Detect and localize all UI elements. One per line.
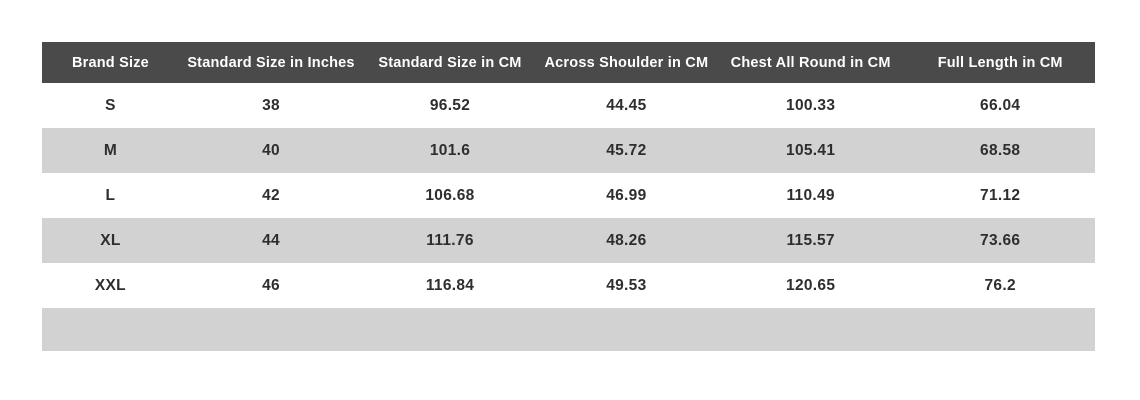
cell-chest-all-round-cm: 115.57 bbox=[786, 231, 835, 249]
header-row: Brand Size Standard Size in Inches Stand… bbox=[42, 42, 1095, 83]
cell-brand-size: XXL bbox=[94, 276, 126, 294]
cell-standard-size-inches: 44 bbox=[262, 231, 280, 249]
cell-across-shoulder-cm: 48.26 bbox=[606, 231, 647, 249]
cell-standard-size-cm: 111.76 bbox=[426, 231, 474, 249]
cell-brand-size: S bbox=[105, 96, 116, 114]
cell-standard-size-cm: 96.52 bbox=[429, 96, 471, 114]
cell-standard-size-inches: 40 bbox=[262, 141, 280, 159]
cell-chest-all-round-cm: 105.41 bbox=[786, 141, 836, 159]
cell-standard-size-inches: 46 bbox=[262, 276, 280, 294]
column-header-brand-size: Brand Size bbox=[71, 54, 149, 71]
table-row-empty bbox=[42, 308, 1095, 351]
column-header-standard-size-inches: Standard Size in Inches bbox=[187, 54, 355, 71]
cell-standard-size-inches: 42 bbox=[262, 186, 280, 204]
size-chart-table: Brand Size Standard Size in Inches Stand… bbox=[42, 42, 1095, 351]
table-row-s: S 38 96.52 44.45 100.33 66.04 bbox=[42, 83, 1095, 128]
cell-full-length-cm: 71.12 bbox=[980, 186, 1021, 204]
cell-full-length-cm: 68.58 bbox=[980, 141, 1021, 159]
cell-across-shoulder-cm: 44.45 bbox=[606, 96, 647, 114]
cell-across-shoulder-cm: 45.72 bbox=[606, 141, 647, 159]
size-chart: Brand Size Standard Size in Inches Stand… bbox=[42, 42, 1095, 351]
cell-chest-all-round-cm bbox=[716, 308, 906, 351]
cell-chest-all-round-cm: 120.65 bbox=[786, 276, 836, 294]
cell-brand-size: XL bbox=[100, 231, 121, 249]
cell-brand-size: L bbox=[105, 186, 116, 204]
column-header-full-length-cm: Full Length in CM bbox=[937, 54, 1063, 71]
table-row-xxl: XXL 46 116.84 49.53 120.65 76.2 bbox=[42, 263, 1095, 308]
column-header-across-shoulder-cm: Across Shoulder in CM bbox=[544, 54, 709, 71]
cell-brand-size bbox=[42, 308, 179, 351]
cell-standard-size-inches bbox=[179, 308, 363, 351]
column-header-standard-size-cm: Standard Size in CM bbox=[378, 54, 522, 71]
cell-chest-all-round-cm: 110.49 bbox=[786, 186, 835, 204]
table-row-l: L 42 106.68 46.99 110.49 71.12 bbox=[42, 173, 1095, 218]
cell-chest-all-round-cm: 100.33 bbox=[786, 96, 836, 114]
cell-full-length-cm: 66.04 bbox=[980, 96, 1021, 114]
cell-standard-size-inches: 38 bbox=[262, 96, 280, 114]
cell-full-length-cm: 76.2 bbox=[984, 276, 1016, 294]
cell-across-shoulder-cm bbox=[537, 308, 716, 351]
cell-full-length-cm: 73.66 bbox=[980, 231, 1021, 249]
cell-across-shoulder-cm: 46.99 bbox=[606, 186, 647, 204]
cell-full-length-cm bbox=[905, 308, 1095, 351]
cell-standard-size-cm: 106.68 bbox=[425, 186, 475, 204]
table-row-xl: XL 44 111.76 48.26 115.57 73.66 bbox=[42, 218, 1095, 263]
cell-brand-size: M bbox=[103, 141, 118, 159]
cell-standard-size-cm: 116.84 bbox=[425, 276, 475, 294]
cell-standard-size-cm: 101.6 bbox=[429, 141, 471, 159]
table-row-m: M 40 101.6 45.72 105.41 68.58 bbox=[42, 128, 1095, 173]
cell-across-shoulder-cm: 49.53 bbox=[606, 276, 647, 294]
column-header-chest-all-round-cm: Chest All Round in CM bbox=[730, 54, 891, 71]
cell-standard-size-cm bbox=[363, 308, 537, 351]
